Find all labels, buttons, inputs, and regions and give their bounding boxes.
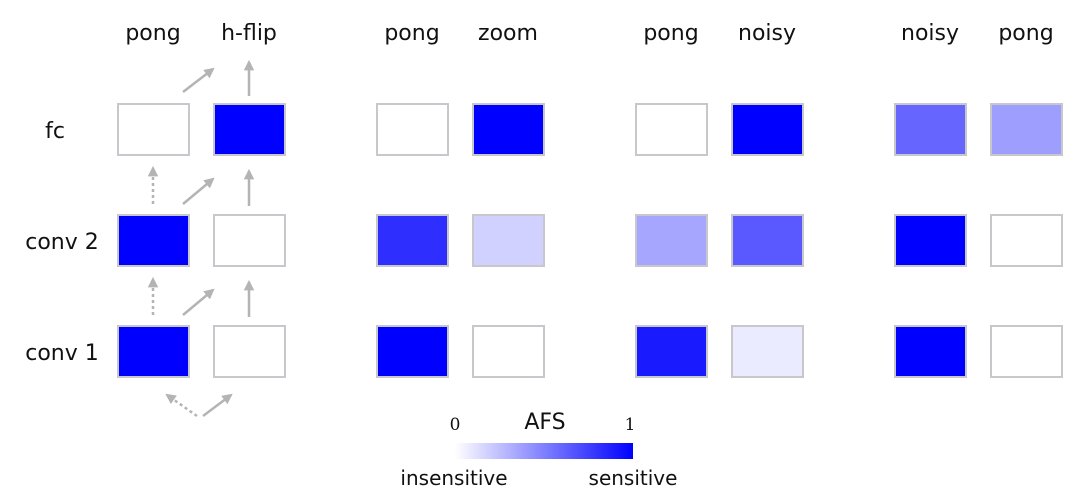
row-label-conv2: conv 2 [25, 230, 99, 255]
colorbar-min-label: 0 [450, 415, 461, 435]
colorbar-max-label: 1 [625, 415, 636, 435]
afs-cell [213, 214, 286, 267]
column-header: pong [643, 21, 698, 46]
arrow-diagonal [182, 288, 215, 316]
arrow-diagonal [182, 177, 215, 205]
afs-cell [731, 103, 804, 156]
flow-arrows [147, 59, 255, 418]
row-label-fc: fc [45, 119, 65, 144]
colorbar-left-caption: insensitive [400, 466, 507, 490]
afs-cell [376, 214, 449, 267]
arrow-dotted-diagonal [165, 393, 198, 418]
arrow-diagonal [182, 67, 215, 93]
afs-cell [635, 214, 708, 267]
afs-cell [731, 214, 804, 267]
afs-cell [213, 325, 286, 378]
afs-cell [990, 103, 1063, 156]
colorbar-title: AFS [524, 410, 565, 435]
colorbar-right-caption: sensitive [589, 466, 678, 490]
row-labels: fc conv 2 conv 1 [25, 119, 99, 366]
column-header: pong [384, 21, 439, 46]
column-header: pong [125, 21, 180, 46]
afs-cell [990, 325, 1063, 378]
afs-cell [117, 325, 190, 378]
afs-cell [117, 103, 190, 156]
afs-cell [894, 325, 967, 378]
afs-cell [376, 103, 449, 156]
afs-cell [472, 214, 545, 267]
column-header: h-flip [221, 21, 277, 46]
afs-cell [635, 325, 708, 378]
column-header: noisy [901, 21, 959, 46]
afs-cell [990, 214, 1063, 267]
afs-cell [213, 103, 286, 156]
column-header: pong [998, 21, 1053, 46]
afs-cell [472, 325, 545, 378]
afs-cell [894, 214, 967, 267]
column-headers: pong h-flip pong zoom pong noisy noisy p… [125, 21, 1053, 46]
afs-cell [472, 103, 545, 156]
afs-cell [635, 103, 708, 156]
column-header: zoom [478, 21, 538, 46]
colorbar: AFS 0 1 insensitive sensitive [400, 410, 677, 490]
column-header: noisy [738, 21, 796, 46]
row-label-conv1: conv 1 [25, 341, 99, 366]
afs-cell [894, 103, 967, 156]
afs-cell [731, 325, 804, 378]
colorbar-gradient [455, 443, 633, 459]
afs-cell [376, 325, 449, 378]
afs-cells [117, 103, 1063, 378]
arrow-diagonal [202, 393, 233, 417]
afs-cell [117, 214, 190, 267]
